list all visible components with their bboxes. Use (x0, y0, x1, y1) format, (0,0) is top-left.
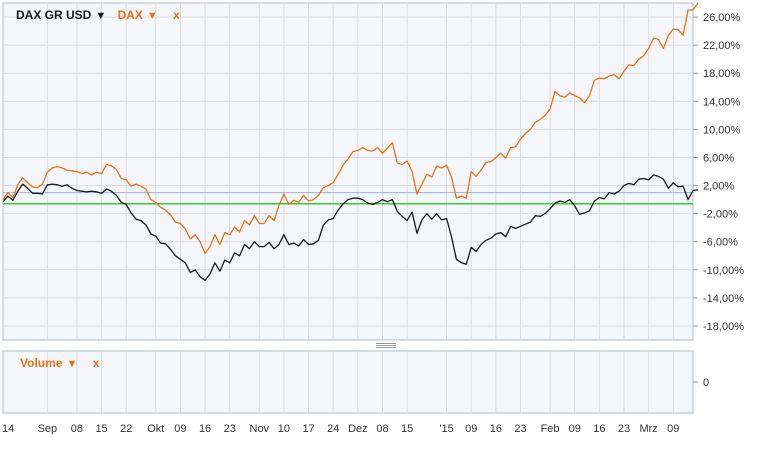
x-tick-label: Dez (348, 423, 368, 435)
x-tick-label: 08 (71, 423, 83, 435)
y-tick-label: 26,00% (703, 12, 741, 24)
legend-dax[interactable]: DAX ▼ x (118, 8, 180, 22)
y-tick-label: 22,00% (703, 40, 741, 52)
legend-dax-gr-usd-label: DAX GR USD (16, 8, 92, 22)
dropdown-arrow-icon[interactable]: ▼ (95, 10, 107, 22)
y-tick-label: 18,00% (703, 68, 741, 80)
y-tick-label: -10,00% (703, 265, 744, 277)
y-tick-label: 14,00% (703, 96, 741, 108)
dropdown-arrow-icon[interactable]: ▼ (66, 358, 78, 370)
x-axis: 14 Sep 08 15 22 Okt 09 16 23 Nov 10 17 24 Dez 08 15 '15 0… (2, 423, 679, 435)
x-tick-label: 08 (376, 423, 388, 435)
y-tick-label: -14,00% (703, 293, 744, 305)
series-line-dax (2, 2, 699, 255)
main-legend: DAX GR USD ▼ DAX ▼ x (16, 8, 180, 22)
x-tick-label: 17 (302, 423, 314, 435)
y-tick-label: -6,00% (703, 237, 738, 249)
x-tick-label: 22 (120, 423, 132, 435)
series-line-dax-gr-usd (2, 174, 698, 281)
y-tick-label: 0 (703, 377, 709, 389)
y-tick-label: -2,00% (703, 209, 738, 221)
y-tick-label: 2,00% (703, 181, 734, 193)
splitter-grip-icon[interactable] (376, 343, 396, 348)
x-tick-label: 15 (95, 423, 107, 435)
x-tick-label: Okt (147, 423, 164, 435)
x-tick-label: 16 (593, 423, 605, 435)
x-tick-label: Mrz (639, 423, 657, 435)
x-tick-label: 09 (667, 423, 679, 435)
main-chart-panel[interactable] (2, 2, 694, 341)
y-tick-label: -18,00% (703, 321, 744, 333)
x-tick-label: Nov (250, 423, 270, 435)
x-tick-label: 09 (569, 423, 581, 435)
legend-dax-gr-usd[interactable]: DAX GR USD ▼ (16, 8, 110, 22)
x-tick-label: 23 (618, 423, 630, 435)
y-tick-label: 10,00% (703, 124, 741, 136)
x-tick-label: 10 (278, 423, 290, 435)
volume-y-axis: 0 (693, 377, 709, 389)
dropdown-arrow-icon[interactable]: ▼ (146, 10, 158, 22)
x-tick-label: 24 (327, 423, 339, 435)
main-y-axis: 26,00% 22,00% 18,00% 14,00% 10,00% 6,00% 2,00%… (693, 12, 744, 333)
x-tick-label: 15 (401, 423, 413, 435)
x-tick-label: 16 (199, 423, 211, 435)
x-tick-label: '15 (439, 423, 453, 435)
x-tick-label: 23 (514, 423, 526, 435)
x-tick-label: Feb (541, 423, 560, 435)
x-tick-label: 23 (224, 423, 236, 435)
volume-grid (46, 351, 674, 413)
x-tick-label: 14 (2, 423, 14, 435)
main-series (2, 2, 699, 281)
remove-volume-icon[interactable]: x (92, 356, 100, 370)
volume-panel[interactable] (2, 350, 694, 414)
volume-legend: Volume ▼ x (20, 356, 99, 370)
volume-legend-label[interactable]: Volume (20, 356, 63, 370)
x-tick-label: 16 (490, 423, 502, 435)
y-tick-label: 6,00% (703, 152, 734, 164)
legend-dax-label: DAX (117, 8, 143, 22)
panel-splitter[interactable] (3, 341, 693, 350)
x-tick-label: 09 (174, 423, 186, 435)
remove-series-icon[interactable]: x (173, 8, 180, 22)
x-tick-label: Sep (38, 423, 58, 435)
x-tick-label: 09 (465, 423, 477, 435)
